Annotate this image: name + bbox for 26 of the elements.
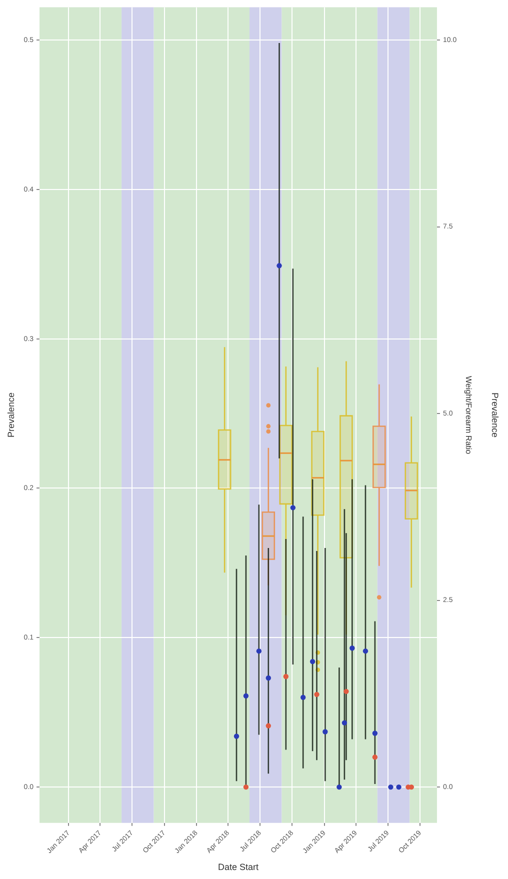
point	[396, 784, 402, 790]
point	[350, 646, 355, 651]
y3-axis-title: Prevalence	[490, 392, 500, 438]
point	[372, 754, 378, 760]
point	[290, 505, 296, 510]
point	[234, 734, 240, 739]
point	[322, 729, 328, 734]
point	[256, 648, 262, 654]
point	[342, 720, 348, 726]
point	[300, 694, 306, 700]
point	[314, 692, 320, 698]
point	[266, 675, 271, 681]
point	[336, 784, 342, 790]
point	[388, 784, 394, 790]
point	[372, 730, 378, 736]
y2-axis-title: Weight/Forearm Ratio	[464, 376, 474, 455]
point	[243, 693, 249, 699]
point	[266, 723, 271, 728]
point	[283, 674, 289, 680]
point	[362, 648, 368, 654]
point	[344, 688, 349, 694]
x-axis-title: Date Start	[218, 862, 260, 872]
point	[276, 263, 282, 268]
point	[243, 784, 249, 790]
point	[310, 658, 316, 664]
y-axis-title: Prevalence	[6, 392, 16, 438]
